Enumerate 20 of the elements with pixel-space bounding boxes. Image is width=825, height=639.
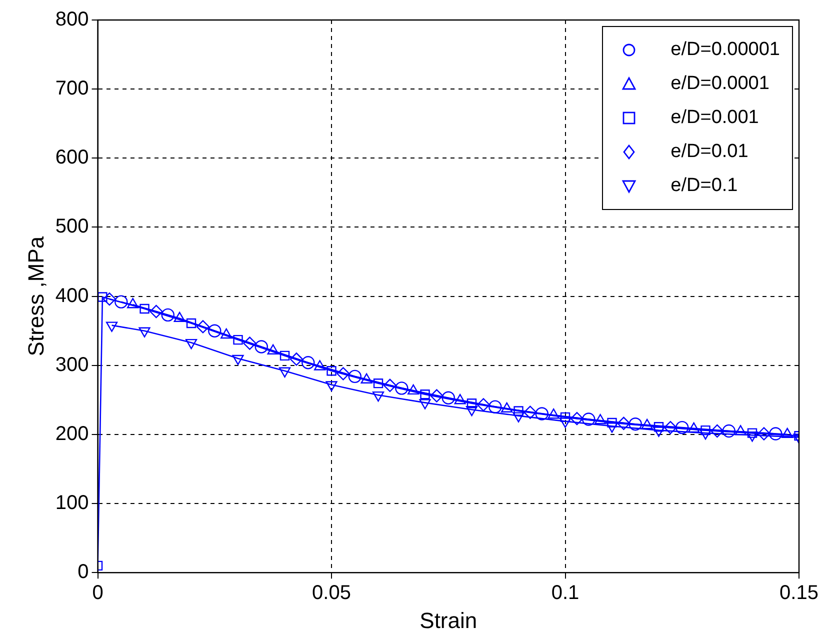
x-axis-title: Strain [420,608,478,633]
y-tick-label: 700 [55,78,89,100]
y-axis-title: Stress ,MPa [23,236,48,356]
y-tick-label: 600 [55,146,89,169]
y-tick-label: 500 [55,216,89,238]
y-tick-label: 400 [55,284,89,307]
x-tick-label: 0.15 [780,582,818,604]
legend-label: e/D=0.01 [670,141,748,163]
x-tick-label: 0 [92,582,104,604]
y-tick-label: 100 [55,492,89,514]
legend-label: e/D=0.00001 [670,39,780,61]
y-tick-label: 300 [55,354,89,376]
y-tick-label: 200 [55,422,89,445]
x-tick-label: 0.1 [551,582,580,604]
legend-label: e/D=0.0001 [670,73,770,95]
legend-label: e/D=0.001 [670,107,759,129]
legend-label: e/D=0.1 [670,175,738,197]
y-tick-label: 800 [55,8,89,31]
x-tick-label: 0.05 [312,582,351,604]
y-tick-label: 0 [78,561,89,584]
